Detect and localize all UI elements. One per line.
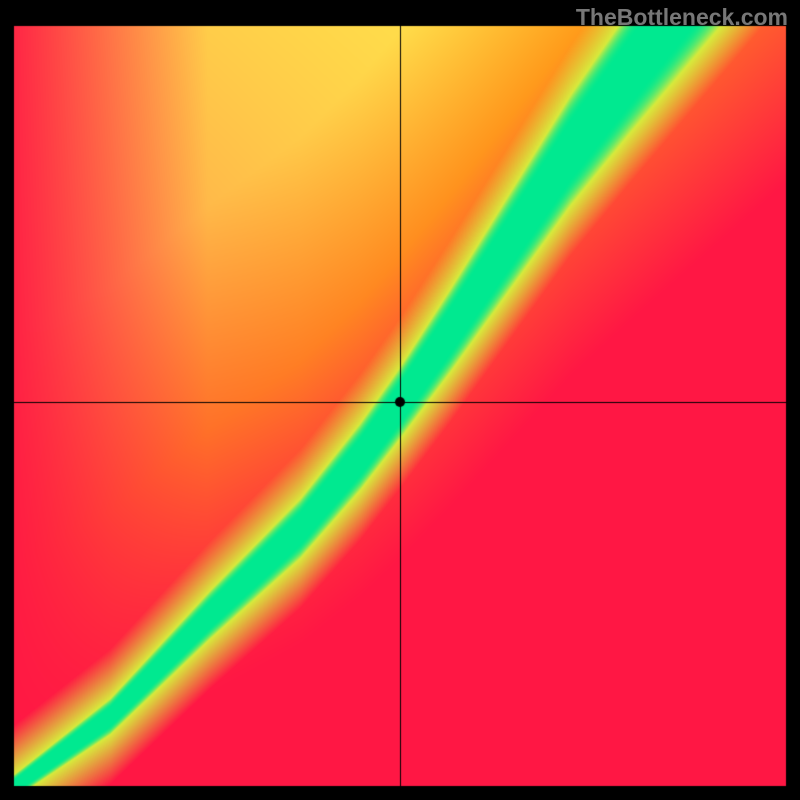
watermark-text: TheBottleneck.com bbox=[576, 4, 788, 31]
heatmap-canvas bbox=[0, 0, 800, 800]
chart-container: TheBottleneck.com bbox=[0, 0, 800, 800]
